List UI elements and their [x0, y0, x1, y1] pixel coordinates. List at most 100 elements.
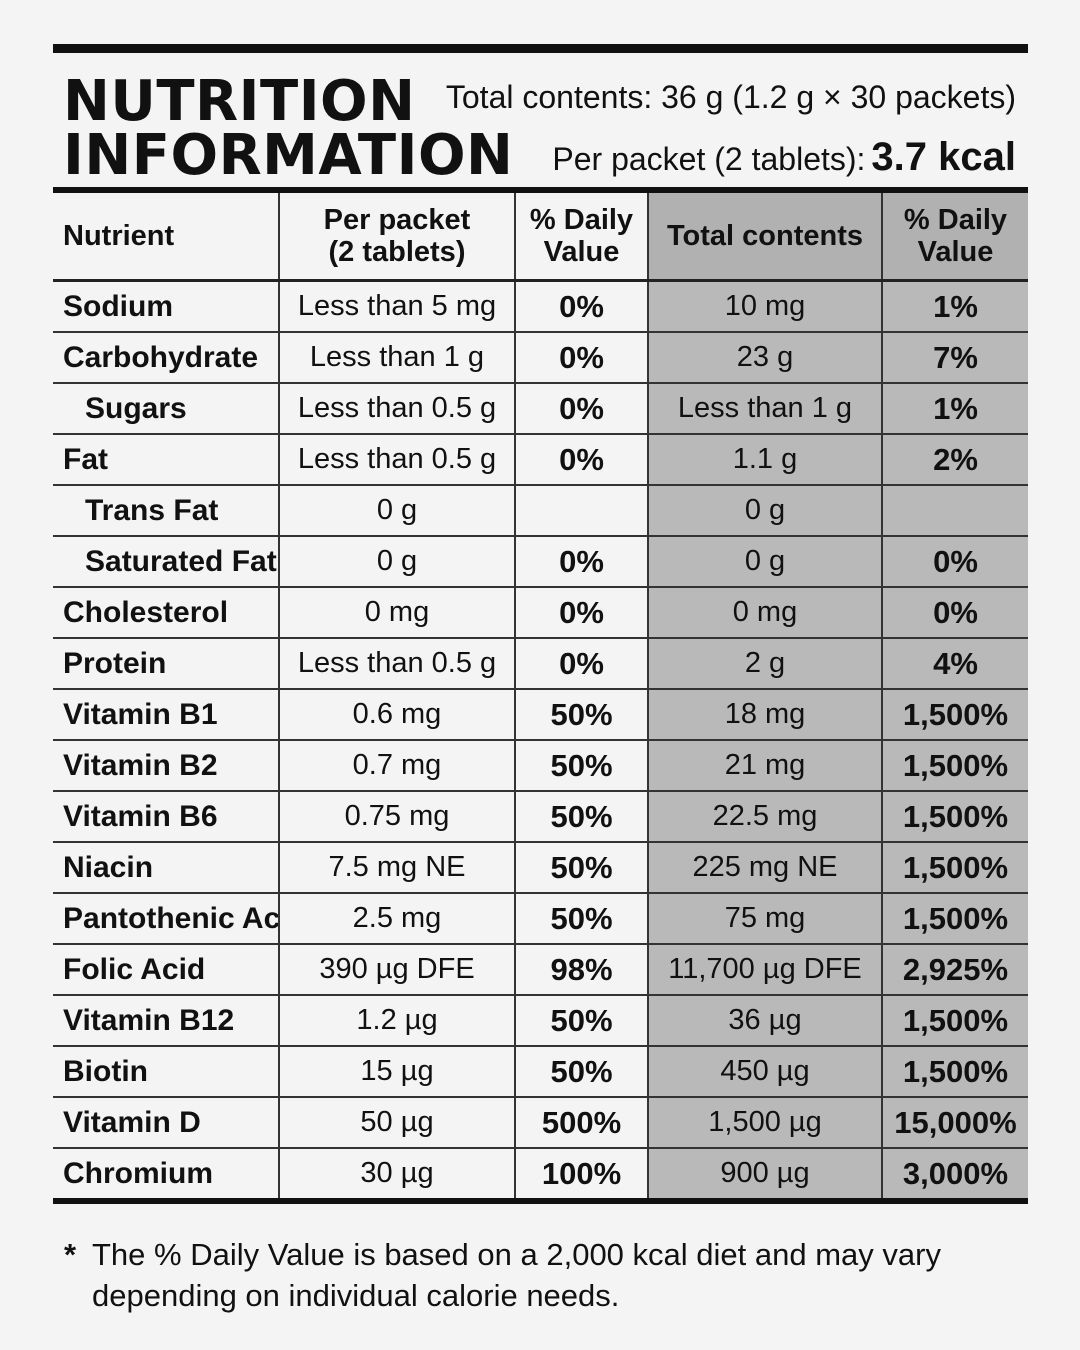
per-packet-amount: 1.2 µg: [278, 994, 516, 1047]
table-header-row: Nutrient Per packet (2 tablets) % Daily …: [53, 189, 1028, 282]
per-packet-amount: Less than 5 mg: [278, 279, 516, 333]
total-contents-amount: 2 g: [647, 637, 883, 690]
per-packet-daily-value: 50%: [514, 841, 649, 894]
table-row: Vitamin B12 1.2 µg 50% 36 µg 1,500%: [53, 994, 1028, 1047]
nutrient-name: Niacin: [53, 841, 280, 894]
per-packet-daily-value: 0%: [514, 586, 649, 639]
per-packet-kcal: 3.7 kcal: [871, 135, 1016, 179]
table-row: Fat Less than 0.5 g 0% 1.1 g 2%: [53, 433, 1028, 486]
total-daily-value: 1,500%: [881, 790, 1028, 843]
nutrient-name: Pantothenic Acid: [53, 892, 280, 945]
table-row: Vitamin B2 0.7 mg 50% 21 mg 1,500%: [53, 739, 1028, 792]
col-header-total-daily-value-line2: Value: [917, 236, 994, 268]
nutrient-name: Fat: [53, 433, 280, 486]
per-packet-daily-value: [514, 484, 649, 537]
label-header: NUTRITION INFORMATION Total contents: 36…: [53, 53, 1028, 187]
total-daily-value: 2,925%: [881, 943, 1028, 996]
total-daily-value: 3,000%: [881, 1147, 1028, 1202]
col-header-nutrient: Nutrient: [53, 189, 280, 282]
col-header-per-packet-line1: Per packet: [323, 204, 471, 236]
table-row: Cholesterol 0 mg 0% 0 mg 0%: [53, 586, 1028, 639]
nutrient-name: Cholesterol: [53, 586, 280, 639]
table-row: Niacin 7.5 mg NE 50% 225 mg NE 1,500%: [53, 841, 1028, 894]
total-contents-amount: 21 mg: [647, 739, 883, 792]
nutrition-table: Nutrient Per packet (2 tablets) % Daily …: [53, 187, 1028, 1204]
per-packet-amount: 50 µg: [278, 1096, 516, 1149]
total-contents-amount: 1.1 g: [647, 433, 883, 486]
per-packet-daily-value: 0%: [514, 382, 649, 435]
per-packet-amount: Less than 1 g: [278, 331, 516, 384]
per-packet-daily-value: 500%: [514, 1096, 649, 1149]
per-packet-amount: 2.5 mg: [278, 892, 516, 945]
per-packet-label: Per packet (2 tablets):: [552, 141, 866, 177]
per-packet-amount: 30 µg: [278, 1147, 516, 1202]
total-contents-amount: 450 µg: [647, 1045, 883, 1098]
per-packet-daily-value: 0%: [514, 535, 649, 588]
nutrient-name: Chromium: [53, 1147, 280, 1202]
per-packet-daily-value: 50%: [514, 739, 649, 792]
label-title: NUTRITION INFORMATION: [63, 69, 514, 188]
nutrient-name: Sugars: [53, 382, 280, 435]
total-contents-amount: 0 mg: [647, 586, 883, 639]
table-row: Folic Acid 390 µg DFE 98% 11,700 µg DFE 2,92…: [53, 943, 1028, 996]
table-row: Vitamin B1 0.6 mg 50% 18 mg 1,500%: [53, 688, 1028, 741]
total-contents-amount: 0 g: [647, 535, 883, 588]
per-packet-amount: 0 mg: [278, 586, 516, 639]
per-packet-daily-value: 50%: [514, 688, 649, 741]
per-packet-daily-value: 50%: [514, 790, 649, 843]
nutrient-name: Sodium: [53, 279, 280, 333]
total-daily-value: [881, 484, 1028, 537]
total-contents-amount: 75 mg: [647, 892, 883, 945]
nutrient-name: Protein: [53, 637, 280, 690]
per-packet-amount: 0 g: [278, 484, 516, 537]
nutrition-label: NUTRITION INFORMATION Total contents: 36…: [53, 44, 1028, 1204]
nutrient-name: Vitamin B2: [53, 739, 280, 792]
total-contents-amount: 900 µg: [647, 1147, 883, 1202]
per-packet-amount: 0.75 mg: [278, 790, 516, 843]
total-daily-value: 7%: [881, 331, 1028, 384]
per-packet-daily-value: 50%: [514, 892, 649, 945]
total-contents-amount: 0 g: [647, 484, 883, 537]
per-packet-daily-value: 0%: [514, 279, 649, 333]
table-row: Carbohydrate Less than 1 g 0% 23 g 7%: [53, 331, 1028, 384]
table-row: Sugars Less than 0.5 g 0% Less than 1 g 1%: [53, 382, 1028, 435]
total-daily-value: 2%: [881, 433, 1028, 486]
total-contents-amount: 18 mg: [647, 688, 883, 741]
total-daily-value: 1,500%: [881, 1045, 1028, 1098]
nutrient-name: Vitamin B1: [53, 688, 280, 741]
footnote-line-2: depending on individual calorie needs.: [92, 1278, 620, 1313]
nutrient-name: Vitamin D: [53, 1096, 280, 1149]
nutrient-name: Saturated Fat: [53, 535, 280, 588]
title-line-1: NUTRITION: [63, 69, 416, 134]
col-header-per-packet-line2: (2 tablets): [328, 236, 466, 268]
col-header-daily-value-line2: Value: [543, 236, 620, 268]
per-packet-amount: 390 µg DFE: [278, 943, 516, 996]
per-packet-amount: 0.7 mg: [278, 739, 516, 792]
per-packet-daily-value: 98%: [514, 943, 649, 996]
total-contents-amount: 22.5 mg: [647, 790, 883, 843]
total-contents-amount: Less than 1 g: [647, 382, 883, 435]
nutrient-name: Carbohydrate: [53, 331, 280, 384]
total-contents-amount: 1,500 µg: [647, 1096, 883, 1149]
col-header-total-contents: Total contents: [647, 189, 883, 282]
table-row: Protein Less than 0.5 g 0% 2 g 4%: [53, 637, 1028, 690]
per-packet-amount: 0.6 mg: [278, 688, 516, 741]
table-row: Vitamin B6 0.75 mg 50% 22.5 mg 1,500%: [53, 790, 1028, 843]
per-packet-summary: Per packet (2 tablets): 3.7 kcal: [552, 135, 1016, 180]
total-daily-value: 1,500%: [881, 841, 1028, 894]
per-packet-daily-value: 50%: [514, 994, 649, 1047]
per-packet-daily-value: 100%: [514, 1147, 649, 1202]
col-header-daily-value: % Daily Value: [514, 189, 649, 282]
per-packet-daily-value: 0%: [514, 433, 649, 486]
total-contents-amount: 225 mg NE: [647, 841, 883, 894]
nutrient-name: Vitamin B12: [53, 994, 280, 1047]
total-daily-value: 15,000%: [881, 1096, 1028, 1149]
total-contents-amount: 11,700 µg DFE: [647, 943, 883, 996]
title-line-2: INFORMATION: [63, 123, 514, 188]
nutrient-name: Biotin: [53, 1045, 280, 1098]
per-packet-amount: 7.5 mg NE: [278, 841, 516, 894]
per-packet-amount: 15 µg: [278, 1045, 516, 1098]
total-contents-amount: 36 µg: [647, 994, 883, 1047]
